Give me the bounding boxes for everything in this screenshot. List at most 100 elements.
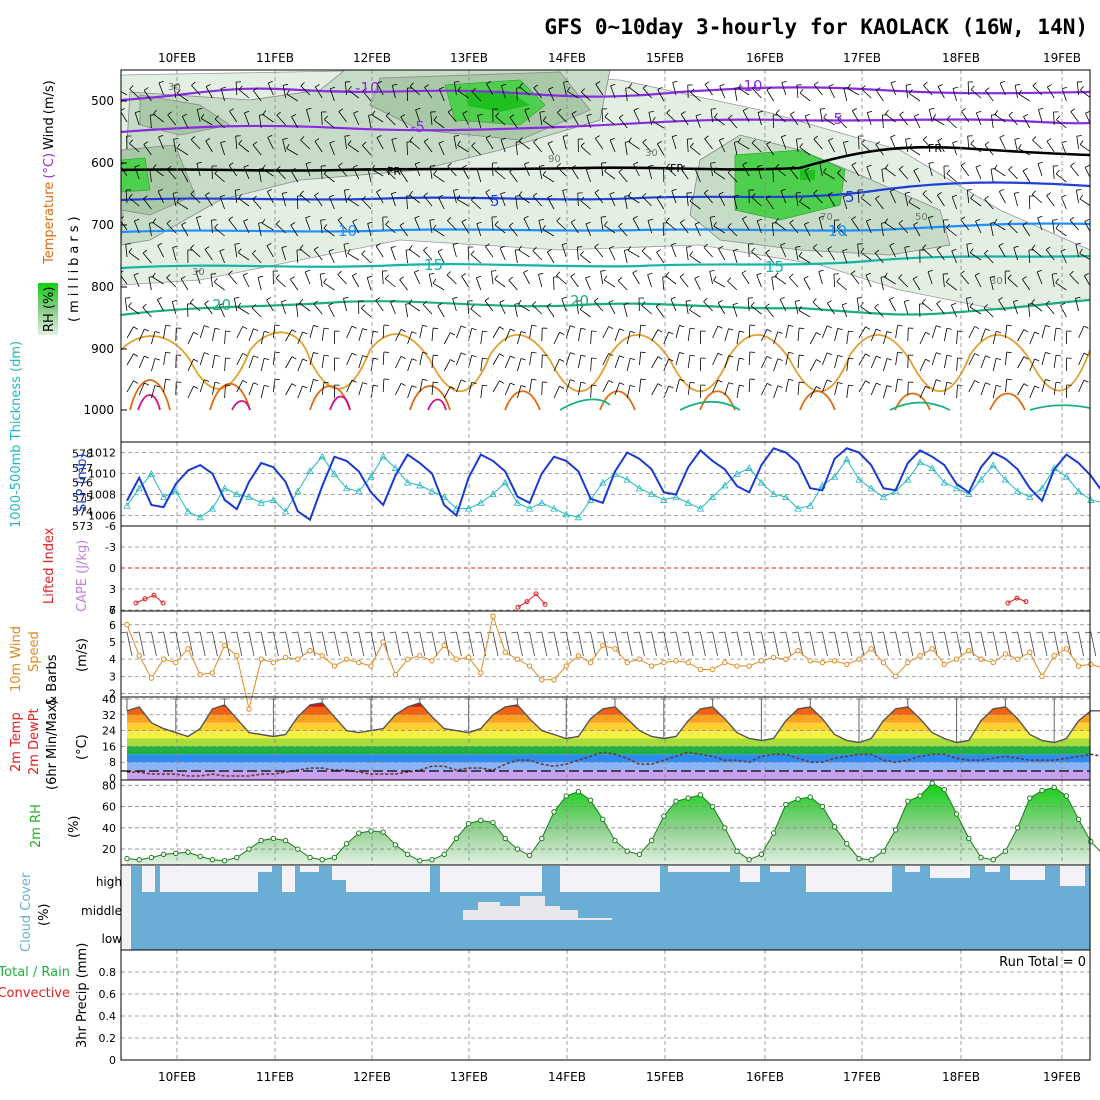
wind-barb-flag (557, 108, 562, 113)
wind-barb-flag (275, 220, 281, 225)
label-temp-3: (6hr Min/Max) (45, 700, 60, 790)
wind-barb-flag (457, 195, 461, 200)
wind-barb (580, 254, 591, 264)
wind-barb (656, 143, 665, 156)
wind-barb-flag (779, 296, 785, 300)
wind-barb (834, 328, 839, 342)
date-label-bottom: 14FEB (548, 1070, 586, 1084)
wind-barb (300, 85, 311, 96)
wind-barb-flag (837, 169, 842, 174)
wind-barb (362, 90, 372, 102)
wind-barb (812, 247, 823, 258)
wind10-barb (1041, 631, 1048, 657)
wind-barb-flag (524, 161, 530, 165)
wind-barb (662, 277, 665, 291)
wind-barb-flag (214, 327, 220, 330)
wind-barb-flag (329, 194, 335, 198)
wind-barb (639, 379, 642, 393)
label-rh30-c: 30 (192, 267, 205, 278)
wind-barb (850, 273, 860, 285)
wind-barb (491, 271, 494, 285)
wind-barb-flag (884, 272, 888, 278)
wind10-barb-flag (999, 631, 1006, 634)
wind10-barb (1066, 631, 1072, 657)
wind-barb-flag (499, 380, 504, 384)
wind-barb (866, 112, 872, 126)
wind-barb-flag (984, 195, 989, 200)
wind-barb-flag (561, 296, 567, 300)
wind-barb (214, 173, 225, 183)
wind-barb (328, 305, 335, 318)
rh2m-marker (258, 837, 264, 844)
wind-barb (1051, 274, 1055, 288)
thickness-marker (672, 493, 680, 500)
wind-barb (243, 221, 250, 234)
wind-barb-flag (850, 270, 856, 274)
wind-barb (366, 277, 372, 291)
isotherm-10 (121, 222, 1090, 234)
wind10-barb (260, 631, 267, 657)
wind-barb (994, 168, 1006, 177)
wind-barb (1091, 383, 1095, 395)
wind-barb (994, 222, 1006, 231)
wind-barb-flag (257, 275, 264, 278)
temperature-band (127, 722, 1090, 731)
wind-barb-flag (848, 330, 854, 333)
wind-barb (846, 358, 849, 372)
wind-barb-flag (921, 298, 926, 303)
wind-barb (870, 382, 877, 396)
tick-8: 8 (109, 756, 116, 769)
wind-barb-flag (190, 190, 195, 195)
wind-barb-flag (922, 190, 927, 195)
wind-barb-flag (531, 351, 537, 354)
rh2m-marker (331, 854, 338, 861)
wind-barb (968, 380, 976, 393)
wind10-barb-flag (535, 631, 542, 634)
wind10-markers (124, 613, 1094, 712)
wind-barb (248, 328, 254, 342)
wind-barb (1078, 325, 1085, 339)
wind-barb-flag (889, 296, 894, 300)
wind-barb-flag (655, 303, 661, 307)
wind-barb (134, 112, 140, 126)
thickness-marker (623, 475, 631, 483)
wind-barb (980, 382, 986, 396)
wind-barb (381, 271, 384, 285)
thickness-marker (684, 498, 692, 506)
wind-barb-flag (510, 382, 515, 386)
wind-barb (423, 195, 433, 207)
wind-barb-flag (361, 195, 366, 200)
wind-barb-flag (656, 249, 661, 253)
wind-barb (1060, 305, 1067, 318)
thickness-marker (1026, 493, 1034, 500)
wind-barb (803, 278, 811, 291)
wind-barb (228, 219, 238, 231)
wind-barb (430, 112, 433, 126)
wind-barb (1076, 82, 1079, 96)
wind-barb (604, 225, 616, 234)
label-temp-unit: (°C) (75, 734, 90, 760)
wind-barb (297, 331, 304, 345)
wind-barb (975, 166, 982, 180)
wind-barb (532, 250, 543, 261)
wind-barb (1046, 140, 1055, 153)
wind10-barb-flag (572, 631, 579, 634)
wind-barb (518, 303, 530, 312)
rh2m-marker (465, 820, 472, 827)
wind-barb (985, 90, 994, 102)
wind-barb-flag (886, 385, 892, 388)
wind-barb (1018, 93, 1031, 102)
rh2m-marker (502, 835, 508, 842)
wind-barb-flag (447, 162, 452, 167)
wind-barb-flag (1022, 222, 1028, 226)
wind-barb (601, 109, 604, 123)
wind-barb-flag (330, 86, 336, 90)
wind-barb (1029, 358, 1036, 372)
wind-barb (409, 140, 421, 150)
wind-barb-flag (200, 114, 205, 119)
rh2m-marker (722, 825, 728, 831)
wind-barb-flag (732, 302, 738, 306)
tick-0: 0 (109, 1054, 116, 1067)
wind-barb (533, 141, 543, 153)
wind10-barb (553, 631, 560, 657)
